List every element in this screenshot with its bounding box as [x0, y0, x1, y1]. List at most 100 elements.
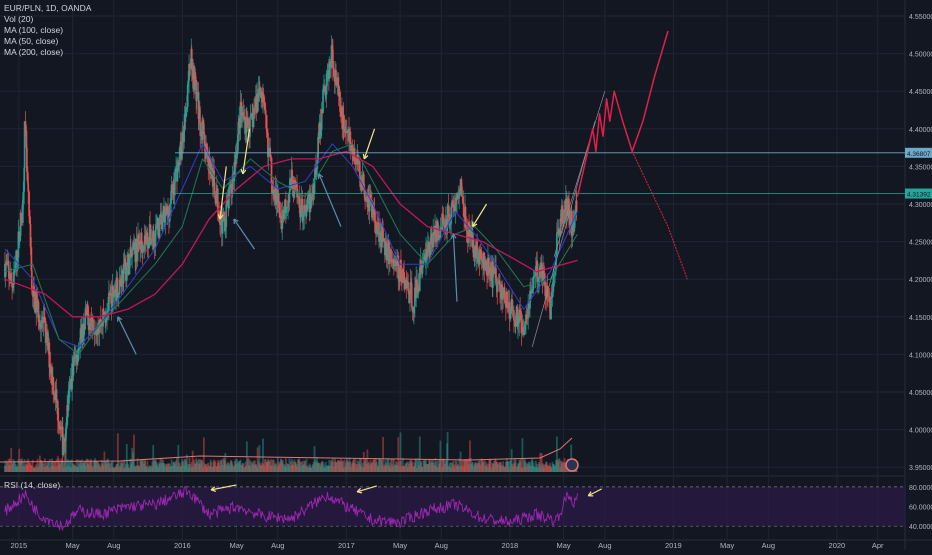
candle-body	[378, 239, 381, 242]
candle-body	[508, 302, 511, 319]
volume-bar	[291, 464, 294, 472]
candle-body	[378, 222, 380, 242]
candle-body	[546, 285, 549, 294]
candle-body	[320, 109, 323, 131]
volume-bar	[25, 460, 28, 472]
candle-body	[195, 94, 198, 101]
volume-bar	[526, 464, 529, 472]
volume-bar	[107, 458, 109, 472]
volume-bar	[48, 467, 51, 472]
candle-body	[328, 61, 331, 80]
candle-body	[287, 200, 289, 207]
volume-bar	[144, 460, 147, 472]
volume-bar	[129, 458, 132, 472]
volume-bar	[175, 460, 177, 472]
volume-bar	[340, 459, 342, 472]
volume-bar	[163, 464, 166, 472]
volume-bar	[391, 458, 394, 472]
candle-body	[273, 198, 276, 200]
candle-body	[438, 235, 440, 238]
volume-bar	[550, 466, 553, 472]
volume-bar	[239, 459, 242, 472]
legend-ma100: MA (100, close)	[4, 25, 64, 35]
volume-bar	[509, 460, 512, 472]
candle-body	[68, 386, 71, 391]
volume-bar	[173, 461, 176, 472]
volume-bar	[489, 459, 492, 472]
candle-body	[249, 117, 251, 138]
candle-body	[354, 157, 357, 164]
candle-body	[161, 221, 164, 230]
volume-bar	[546, 464, 549, 472]
candle-body	[43, 317, 46, 322]
volume-bar	[60, 458, 63, 472]
volume-bar	[396, 462, 399, 472]
candle-body	[20, 212, 22, 217]
candle-body	[257, 88, 260, 102]
volume-bar	[514, 459, 517, 472]
candle-body	[411, 307, 414, 312]
candle-body	[439, 237, 441, 239]
candle-body	[355, 162, 358, 165]
candle-body	[563, 209, 565, 224]
volume-bar	[241, 465, 243, 472]
volume-bar	[112, 467, 114, 472]
volume-bar	[411, 461, 414, 472]
volume-bar	[409, 460, 412, 472]
volume-bar	[349, 467, 352, 472]
candle-body	[409, 293, 411, 304]
volume-bar	[32, 467, 35, 472]
volume-bar	[444, 461, 447, 472]
candle-body	[117, 294, 120, 298]
candle-body	[203, 134, 206, 151]
candle-body	[151, 237, 154, 239]
volume-bar	[71, 459, 74, 472]
volume-bar	[396, 465, 398, 472]
volume-bar	[470, 464, 473, 472]
volume-bar	[130, 461, 133, 472]
candle-body	[7, 260, 10, 269]
volume-bar	[70, 467, 73, 472]
volume-bar	[29, 462, 32, 472]
volume-bar	[58, 462, 61, 472]
volume-bar	[77, 467, 79, 472]
volume-bar	[97, 464, 100, 472]
volume-bar	[525, 462, 528, 472]
candle-body	[512, 310, 515, 321]
volume-bar	[383, 464, 386, 472]
volume-bar	[116, 464, 119, 472]
volume-bar	[410, 463, 413, 472]
candle-body	[46, 331, 48, 335]
volume-bar	[75, 459, 78, 472]
volume-bar	[309, 463, 311, 472]
volume-bar	[510, 449, 513, 472]
volume-bar	[55, 459, 58, 472]
volume-bar	[397, 437, 400, 472]
candle-body	[447, 205, 450, 214]
volume-bar	[440, 458, 443, 472]
volume-bar	[452, 464, 454, 472]
candle-body	[240, 101, 243, 116]
volume-bar	[456, 464, 459, 472]
volume-bar	[254, 460, 256, 472]
candle-body	[330, 62, 332, 68]
volume-bar	[289, 461, 292, 472]
volume-bar	[504, 466, 506, 472]
candle-body	[42, 316, 45, 324]
candle-body	[396, 265, 398, 266]
volume-bar	[456, 465, 458, 472]
candle-body	[122, 264, 125, 284]
candle-body	[18, 236, 21, 242]
candle-body	[310, 200, 313, 208]
candle-body	[362, 174, 365, 189]
volume-bar	[495, 461, 498, 472]
volume-bar	[475, 464, 478, 472]
candle-body	[553, 273, 556, 275]
volume-bar	[550, 467, 552, 472]
volume-bar	[261, 462, 263, 472]
rsi-yellow-arrow	[210, 484, 237, 491]
volume-bar	[36, 467, 39, 472]
volume-bar	[559, 466, 562, 472]
volume-bar	[282, 463, 285, 472]
